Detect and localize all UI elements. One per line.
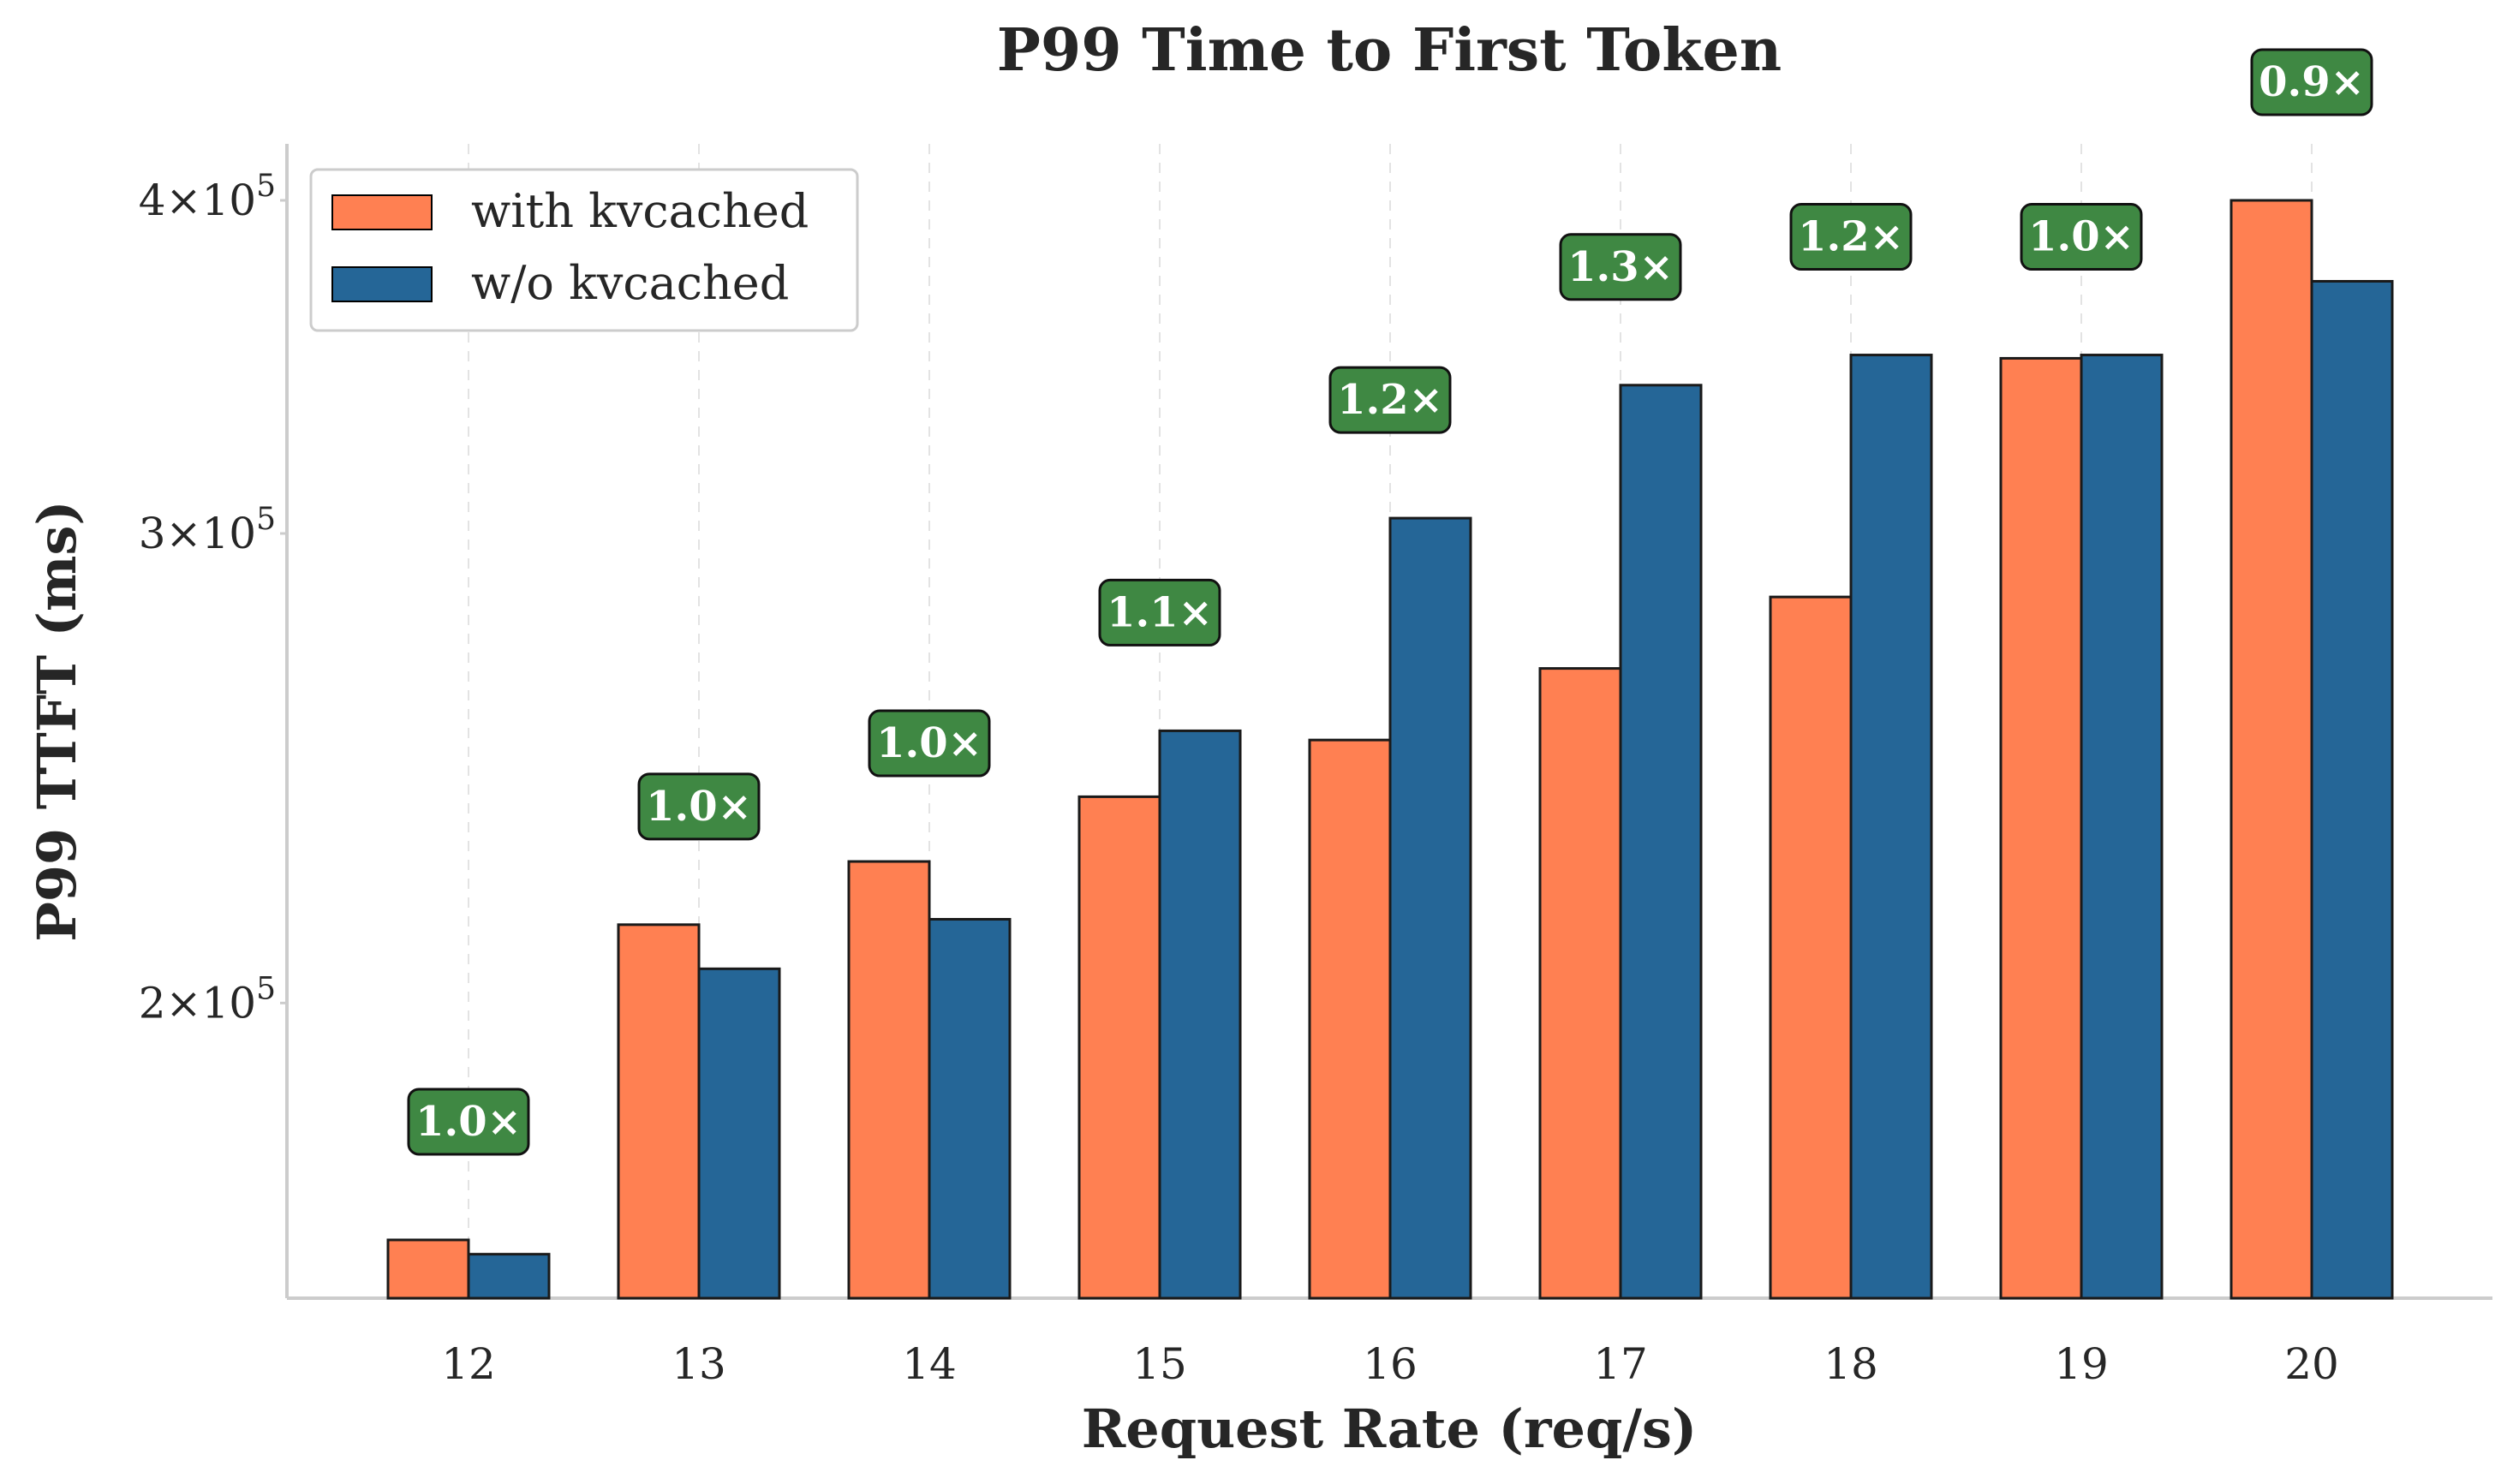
x-tick-label: 20 (2284, 1339, 2339, 1389)
ratio-label: 1.1× (1107, 588, 1213, 636)
ratio-badge (637, 772, 761, 841)
ratio-badge (2250, 48, 2373, 116)
ratio-badge (1328, 366, 1452, 434)
ratio-badge (407, 1088, 530, 1156)
x-tick-label: 17 (1593, 1339, 1648, 1389)
x-axis-label: Request Rate (req/s) (1082, 1398, 1697, 1460)
ratio-label: 1.2× (1798, 213, 1904, 261)
bar-without-kvcached-14 (928, 918, 1012, 1300)
legend-swatch-with-kvcached (331, 194, 433, 230)
x-tick-label: 13 (672, 1339, 726, 1389)
x-tick-label: 18 (1824, 1339, 1878, 1389)
y-axis-label: P99 TTFT (ms) (26, 500, 88, 941)
legend-label-with-kvcached: with kvcached (471, 184, 809, 238)
bar-with-kvcached-19 (1999, 356, 2083, 1300)
legend-label-without-kvcached: w/o kvcached (471, 256, 789, 310)
bar-with-kvcached-20 (2229, 199, 2313, 1300)
ratio-label: 1.2× (1337, 376, 1443, 424)
x-tick-labels: 12 13 14 15 16 17 18 19 20 (441, 1339, 2339, 1389)
bar-with-kvcached-12 (386, 1238, 470, 1300)
bar-without-kvcached-17 (1619, 384, 1703, 1300)
bar-with-kvcached-15 (1077, 795, 1161, 1300)
legend-frame (309, 168, 859, 332)
bar-without-kvcached-19 (2080, 354, 2164, 1300)
bar-with-kvcached-18 (1769, 595, 1853, 1300)
x-tick-label: 16 (1363, 1339, 1418, 1389)
bars (386, 199, 2394, 1300)
bar-without-kvcached-13 (697, 967, 781, 1300)
ratio-badge (1789, 203, 1913, 271)
bar-with-kvcached-13 (617, 923, 701, 1300)
y-tick-label: 2×105 (139, 971, 276, 1028)
ratio-badge (1098, 578, 1221, 647)
y-tick-label: 4×105 (139, 169, 276, 225)
x-tick-label: 19 (2054, 1339, 2109, 1389)
x-tick-label: 12 (441, 1339, 496, 1389)
ratio-badge (1559, 233, 1682, 301)
legend: with kvcached w/o kvcached (309, 168, 859, 332)
bar-without-kvcached-16 (1388, 516, 1472, 1300)
ratio-badge (868, 709, 991, 778)
x-tick-label: 14 (902, 1339, 957, 1389)
bar-without-kvcached-20 (2310, 279, 2394, 1300)
y-tick-label: 3×105 (139, 502, 276, 558)
ratio-label: 1.3× (1567, 243, 1674, 291)
ratio-label: 1.0× (415, 1098, 522, 1146)
chart-title: P99 Time to First Token (997, 16, 1782, 85)
ratio-label: 1.0× (2028, 213, 2134, 261)
y-tick-labels: 2×105 3×105 4×105 (139, 169, 287, 1028)
bar-without-kvcached-12 (467, 1253, 551, 1300)
bar-with-kvcached-17 (1538, 667, 1622, 1300)
ratio-label: 1.0× (646, 783, 752, 831)
bar-with-kvcached-16 (1308, 738, 1392, 1300)
x-tick-label: 15 (1132, 1339, 1187, 1389)
ratio-label: 0.9× (2259, 58, 2365, 106)
bar-without-kvcached-15 (1158, 729, 1242, 1300)
bar-without-kvcached-18 (1849, 354, 1933, 1300)
legend-swatch-without-kvcached (331, 266, 433, 302)
ratio-label: 1.0× (876, 719, 982, 767)
ratio-badge (2020, 203, 2143, 271)
bar-with-kvcached-14 (847, 860, 931, 1300)
ratio-annotations: 1.0× 1.0× 1.0× 1.1× 1.2× 1.3× 1.2× 1.0× 0.9× (407, 48, 2373, 1156)
